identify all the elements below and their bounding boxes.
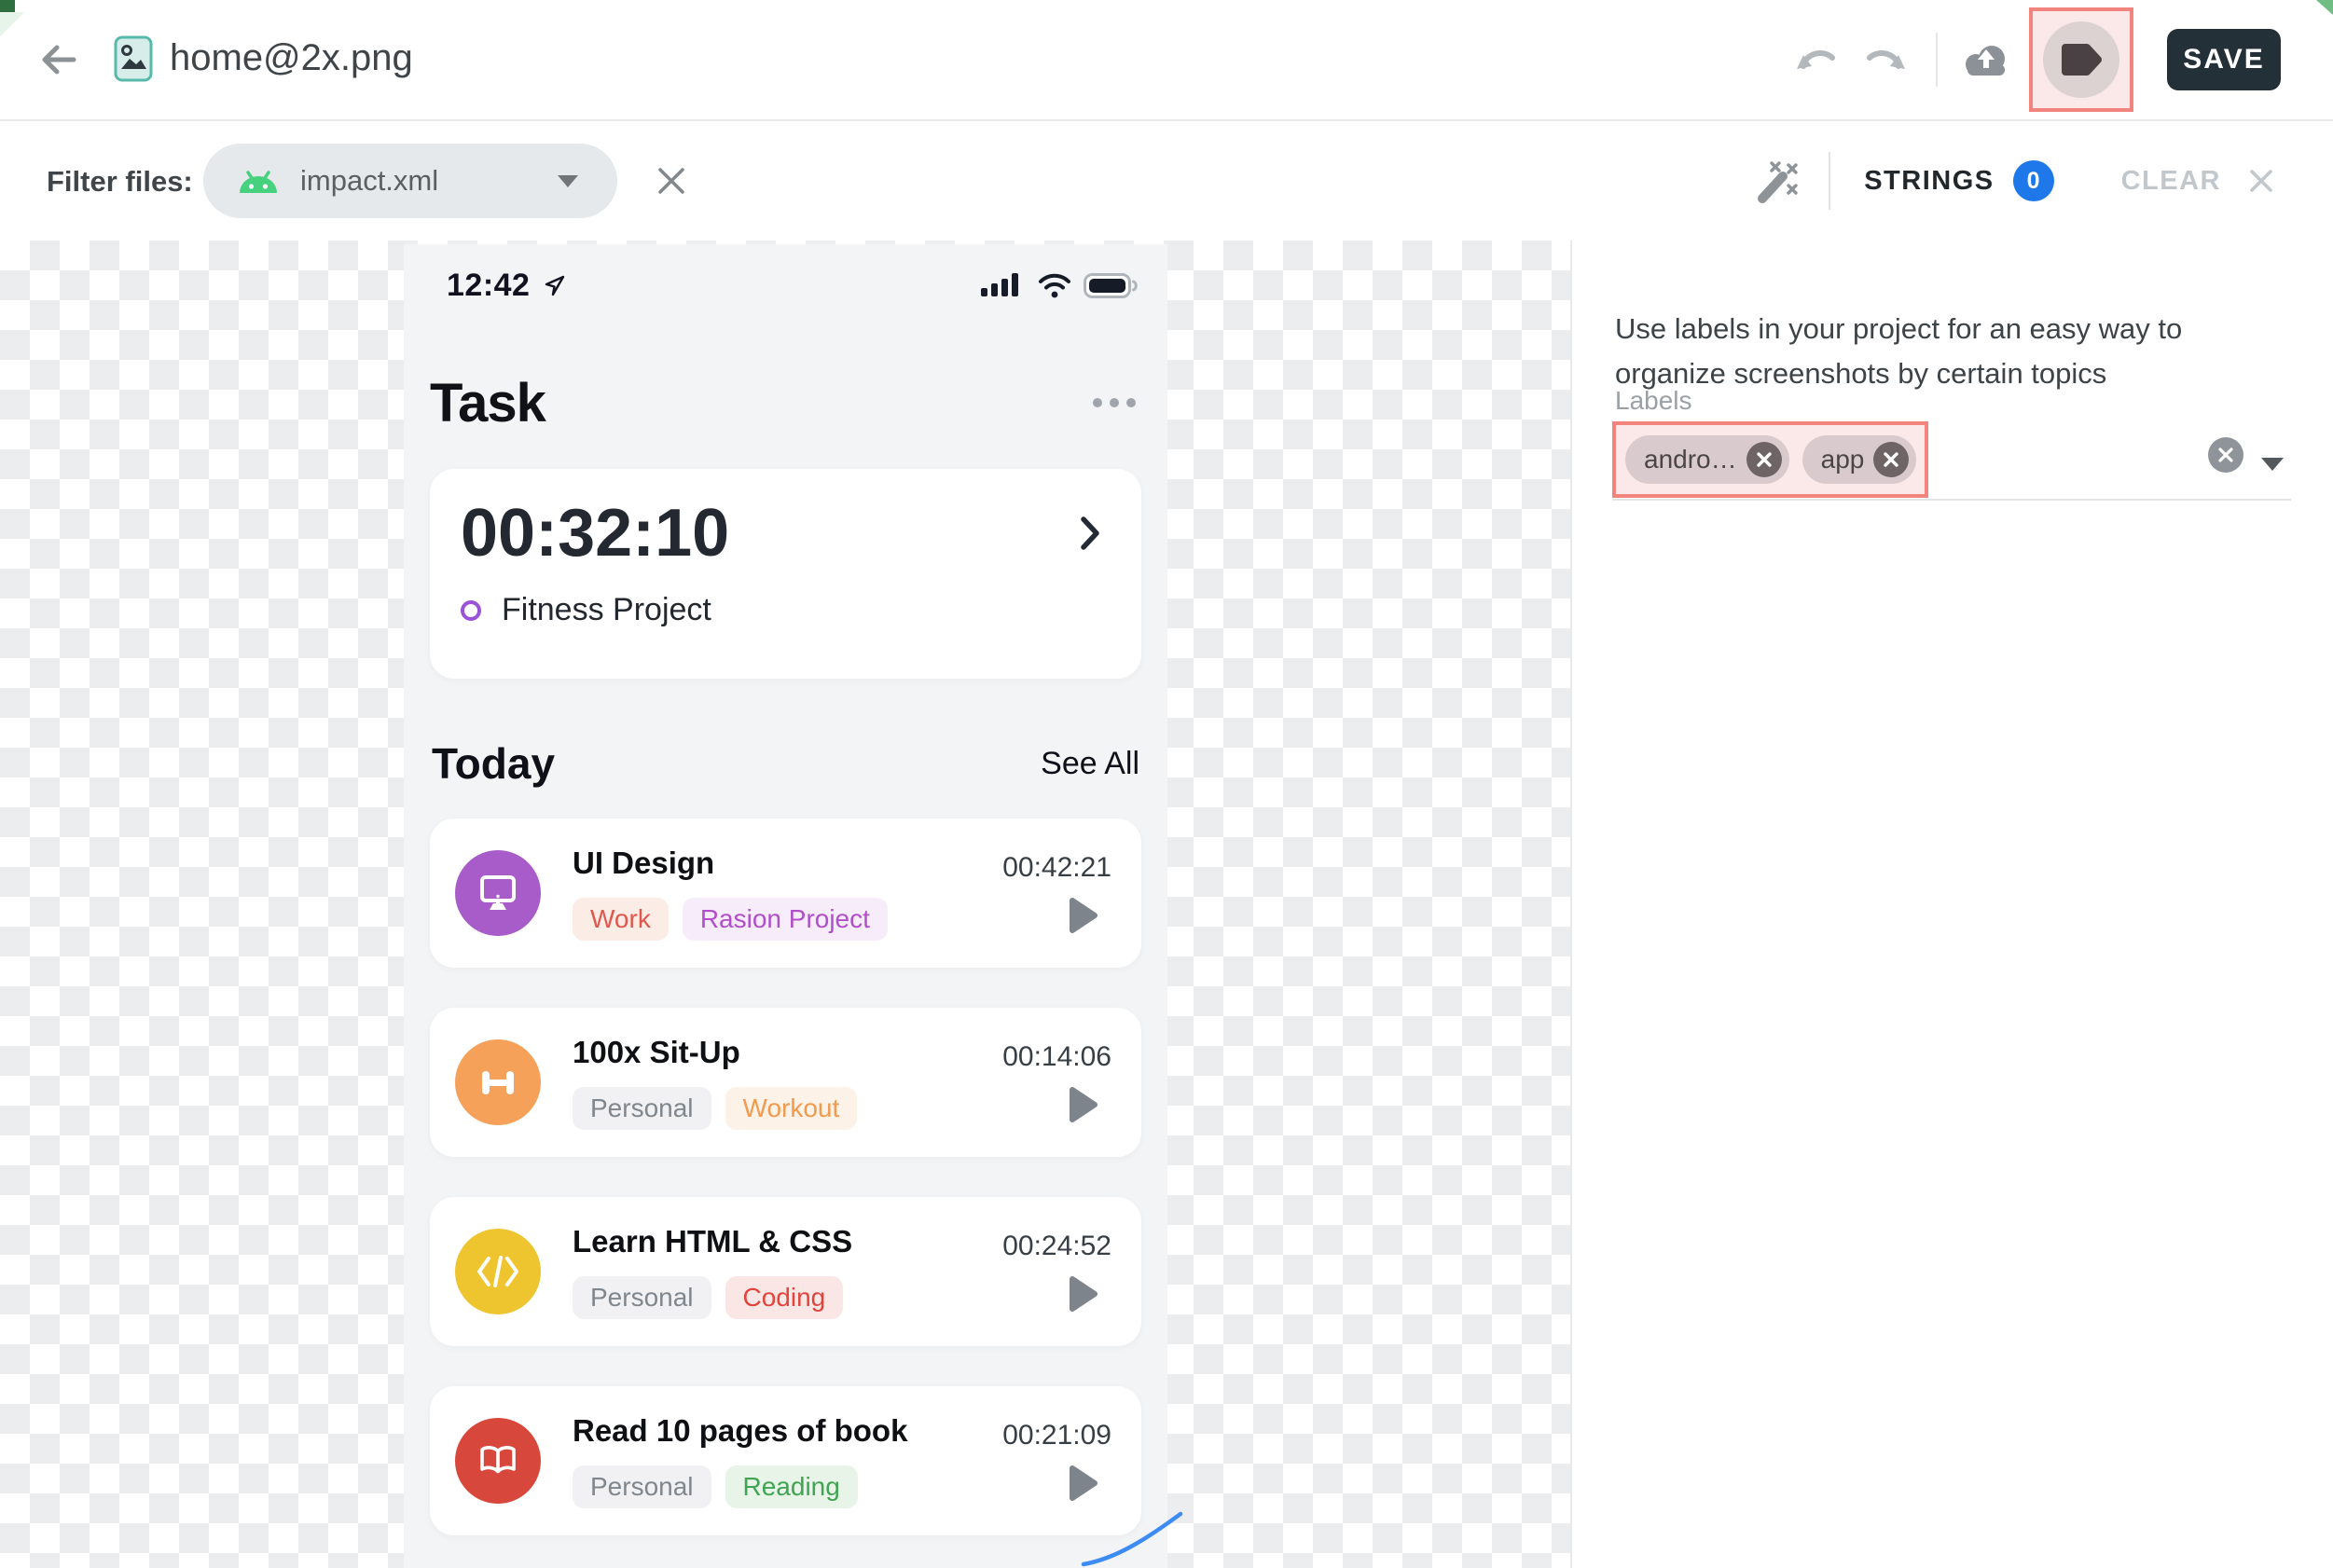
play-icon[interactable]: [1069, 1086, 1098, 1123]
labels-dropdown-caret[interactable]: [2261, 458, 2284, 471]
task-tag: Workout: [725, 1087, 858, 1130]
task-tag: Work: [573, 898, 669, 941]
back-button[interactable]: [34, 35, 82, 84]
dumbbell-icon: [455, 1039, 541, 1125]
task-card-situp[interactable]: 100x Sit-Up Personal Workout 00:14:06: [430, 1008, 1141, 1157]
transparency-checkerboard: 12:42: [0, 241, 1570, 1568]
task-title: Learn HTML & CSS: [573, 1224, 853, 1259]
labels-description: Use labels in your project for an easy w…: [1615, 312, 2183, 390]
project-ring-icon: [461, 599, 481, 621]
filter-bar: Filter files: impact.xml STRINGS 0: [0, 121, 2333, 241]
back-arrow-icon: [42, 45, 76, 75]
book-icon: [455, 1418, 541, 1504]
clear-all-labels-button[interactable]: [2208, 437, 2243, 473]
filter-files-label: Filter files:: [47, 165, 193, 198]
task-tag: Reading: [725, 1465, 858, 1508]
task-tag: Coding: [725, 1276, 844, 1319]
redo-button[interactable]: [1859, 34, 1912, 86]
chevron-right-icon: [1081, 516, 1099, 550]
clear-strings-x-button[interactable]: [2245, 164, 2279, 198]
task-title: UI Design: [573, 846, 715, 880]
top-bar: home@2x.png: [0, 0, 2333, 121]
code-icon: [455, 1229, 541, 1314]
status-time: 12:42: [447, 267, 531, 303]
label-chip-app[interactable]: app: [1802, 435, 1917, 484]
filter-bar-divider: [1829, 152, 1831, 210]
timer-value: 00:32:10: [461, 496, 730, 571]
android-icon: [240, 171, 277, 193]
corner-artifact-fade: [0, 12, 24, 36]
more-menu-icon[interactable]: [1093, 398, 1141, 407]
strings-tab[interactable]: STRINGS: [1864, 165, 1995, 196]
chevron-down-icon: [558, 174, 578, 187]
task-tag: Rasion Project: [682, 898, 888, 941]
redo-icon: [1867, 50, 1905, 69]
task-time: 00:14:06: [1002, 1041, 1111, 1072]
remove-label-icon[interactable]: [1746, 442, 1782, 477]
label-chip-text: andro…: [1644, 445, 1737, 474]
task-card-ui-design[interactable]: UI Design Work Rasion Project 00:42:21: [430, 818, 1141, 968]
annotation-stroke: [1081, 1511, 1183, 1567]
cloud-upload-icon: [1966, 46, 2005, 76]
remove-label-icon[interactable]: [1873, 442, 1910, 477]
phone-screen-title: Task: [430, 372, 546, 433]
label-chip-text: app: [1820, 445, 1865, 474]
labels-tool-button[interactable]: [2043, 21, 2119, 98]
play-icon[interactable]: [1069, 897, 1098, 934]
labels-field-label: Labels: [1615, 386, 1692, 415]
monitor-icon: [455, 850, 541, 936]
strings-count-badge: 0: [2012, 160, 2054, 201]
clear-strings-button[interactable]: CLEAR: [2120, 165, 2221, 196]
close-icon: [658, 168, 684, 194]
wifi-icon: [1039, 273, 1070, 298]
task-tag: Personal: [573, 1465, 711, 1508]
image-file-icon: [114, 35, 153, 87]
magic-wand-icon: [1758, 161, 1798, 203]
labels-panel: Use labels in your project for an easy w…: [1570, 241, 2333, 1568]
workspace: 12:42: [0, 241, 2333, 1568]
task-tag: Personal: [573, 1087, 711, 1130]
cellular-signal-icon: [981, 273, 1018, 296]
today-section-title: Today: [432, 739, 556, 788]
label-chip-android[interactable]: andro…: [1625, 435, 1789, 484]
auto-tag-button[interactable]: [1746, 153, 1802, 209]
task-title: 100x Sit-Up: [573, 1035, 740, 1069]
file-filter-dropdown[interactable]: impact.xml: [203, 144, 617, 218]
play-icon[interactable]: [1069, 1275, 1098, 1313]
task-card-html-css[interactable]: Learn HTML & CSS Personal Coding 00:24:5…: [430, 1197, 1141, 1346]
active-timer-card[interactable]: 00:32:10 Fitness Project: [430, 469, 1141, 679]
phone-status-bar: 12:42: [447, 267, 1138, 303]
labels-field-highlight[interactable]: andro… app: [1612, 421, 1928, 498]
corner-artifact-top-left: [0, 0, 15, 12]
page-title: home@2x.png: [170, 37, 413, 78]
label-tag-icon: [2062, 44, 2102, 76]
task-list: UI Design Work Rasion Project 00:42:21: [430, 818, 1141, 1535]
location-arrow-icon: [545, 275, 565, 296]
undo-icon: [1797, 50, 1835, 69]
task-time: 00:21:09: [1002, 1420, 1111, 1451]
corner-artifact-top-right: [2316, 0, 2333, 15]
timer-project-name: Fitness Project: [502, 592, 711, 627]
play-icon[interactable]: [1069, 1465, 1098, 1502]
battery-icon: [1084, 272, 1138, 298]
undo-button[interactable]: [1790, 34, 1843, 86]
save-button[interactable]: SAVE: [2167, 29, 2281, 90]
task-time: 00:24:52: [1002, 1231, 1111, 1261]
labels-field-underline: [1612, 499, 2291, 501]
clear-file-filter-button[interactable]: [651, 160, 692, 201]
screenshot-preview[interactable]: 12:42: [404, 244, 1183, 1568]
task-card-reading[interactable]: Read 10 pages of book Personal Reading 0…: [430, 1386, 1141, 1535]
close-icon: [2250, 170, 2272, 192]
task-time: 00:42:21: [1002, 852, 1111, 883]
task-tag: Personal: [573, 1276, 711, 1319]
task-title: Read 10 pages of book: [573, 1413, 908, 1448]
toolbar-divider: [1936, 33, 1938, 87]
upload-button[interactable]: [1958, 34, 2014, 86]
labels-tool-highlight[interactable]: [2029, 7, 2133, 112]
see-all-link[interactable]: See All: [1041, 745, 1139, 781]
selected-file-name: impact.xml: [300, 164, 439, 197]
